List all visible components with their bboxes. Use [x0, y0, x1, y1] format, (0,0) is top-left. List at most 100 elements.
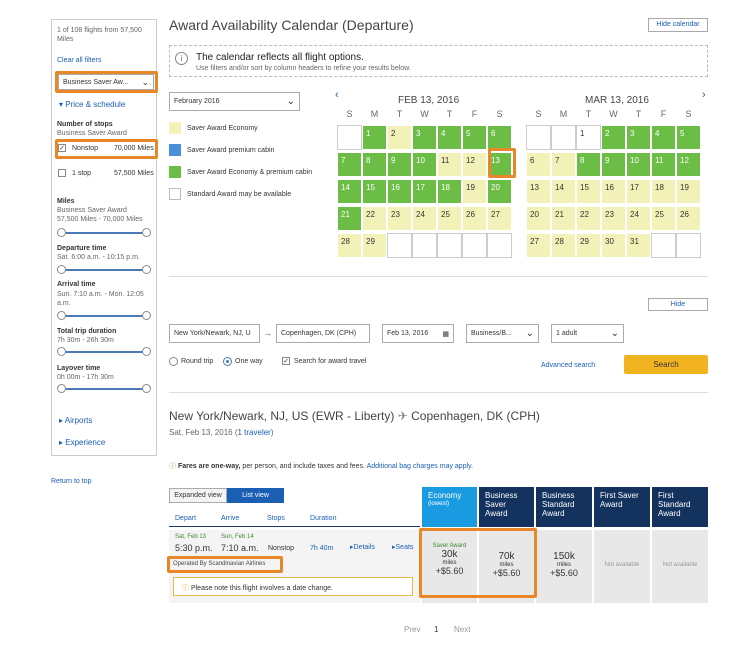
slider-knob[interactable] — [57, 347, 66, 356]
price-schedule-toggle[interactable]: ▾ Price & schedule — [59, 100, 125, 109]
calendar-day[interactable]: 20 — [526, 206, 551, 231]
calendar-day[interactable]: 23 — [387, 206, 412, 231]
calendar-day[interactable]: 9 — [387, 152, 412, 177]
experience-toggle[interactable]: ▸ Experience — [59, 438, 105, 447]
fare-col-business-saver[interactable]: Business Saver Award — [479, 487, 534, 527]
calendar-day[interactable]: 25 — [437, 206, 462, 231]
slider-knob[interactable] — [57, 384, 66, 393]
calendar-day[interactable]: 23 — [601, 206, 626, 231]
fare-business-saver-cell[interactable]: 70k miles +$5.60 — [479, 530, 534, 603]
calendar-day[interactable]: 11 — [437, 152, 462, 177]
calendar-day[interactable]: 2 — [387, 125, 412, 150]
current-page[interactable]: 1 — [434, 625, 439, 634]
calendar-day[interactable]: 30 — [601, 233, 626, 258]
calendar-day[interactable]: 13 — [487, 152, 512, 177]
to-input[interactable]: Copenhagen, DK (CPH) — [276, 324, 370, 343]
calendar-day[interactable]: 8 — [576, 152, 601, 177]
fare-business-standard-cell[interactable]: 150k miles +$5.60 — [536, 530, 592, 603]
slider-knob[interactable] — [57, 311, 66, 320]
calendar-day[interactable]: 14 — [551, 179, 576, 204]
chevron-right-icon[interactable]: › — [702, 89, 706, 101]
calendar-day[interactable]: 26 — [462, 206, 487, 231]
calendar-day[interactable]: 3 — [626, 125, 651, 150]
miles-slider[interactable] — [57, 228, 151, 237]
calendar-day[interactable]: 24 — [412, 206, 437, 231]
fare-col-first-standard[interactable]: First Standard Award — [652, 487, 708, 527]
slider-knob[interactable] — [142, 311, 151, 320]
fare-col-business-standard[interactable]: Business Standard Award — [536, 487, 592, 527]
calendar-day[interactable]: 14 — [337, 179, 362, 204]
calendar-day[interactable]: 28 — [337, 233, 362, 258]
departure-slider[interactable] — [57, 265, 151, 274]
date-input[interactable]: Feb 13, 2016 ▦ — [382, 324, 454, 343]
calendar-day[interactable]: 17 — [412, 179, 437, 204]
calendar-day[interactable]: 2 — [601, 125, 626, 150]
calendar-day[interactable]: 11 — [651, 152, 676, 177]
calendar-day[interactable]: 1 — [362, 125, 387, 150]
calendar-day[interactable]: 22 — [362, 206, 387, 231]
chevron-left-icon[interactable]: ‹ — [335, 89, 339, 101]
calendar-day[interactable]: 15 — [576, 179, 601, 204]
col-depart[interactable]: Depart — [175, 515, 197, 522]
calendar-day[interactable]: 21 — [337, 206, 362, 231]
calendar-day[interactable]: 5 — [462, 125, 487, 150]
airports-toggle[interactable]: ▸ Airports — [59, 416, 92, 425]
round-trip-radio[interactable] — [169, 357, 178, 366]
bag-charges-link[interactable]: Additional bag charges may apply. — [366, 463, 474, 470]
swap-arrow-icon[interactable]: → — [263, 328, 272, 338]
calendar-day[interactable]: 4 — [437, 125, 462, 150]
fare-economy-cell[interactable]: Saver Award 30k miles +$5.60 — [422, 530, 477, 603]
prev-page[interactable]: Prev — [404, 625, 421, 634]
expanded-view-tab[interactable]: Expanded view — [169, 488, 227, 503]
calendar-day[interactable]: 6 — [526, 152, 551, 177]
slider-knob[interactable] — [142, 347, 151, 356]
from-input[interactable]: New York/Newark, NJ, U — [169, 324, 260, 343]
slider-knob[interactable] — [57, 265, 66, 274]
calendar-day[interactable]: 4 — [651, 125, 676, 150]
slider-knob[interactable] — [142, 265, 151, 274]
travelers-dropdown[interactable]: 1 adult ⌄ — [551, 324, 624, 343]
calendar-day[interactable]: 16 — [601, 179, 626, 204]
calendar-day[interactable]: 29 — [576, 233, 601, 258]
cabin-select[interactable]: Business Saver Aw... ⌄ — [58, 74, 154, 90]
return-to-top-link[interactable]: Return to top — [51, 478, 92, 485]
calendar-day[interactable]: 27 — [526, 233, 551, 258]
calendar-day[interactable]: 28 — [551, 233, 576, 258]
calendar-day[interactable]: 3 — [412, 125, 437, 150]
arrival-slider[interactable] — [57, 311, 151, 320]
calendar-day[interactable]: 10 — [412, 152, 437, 177]
calendar-day[interactable]: 18 — [437, 179, 462, 204]
calendar-day[interactable]: 1 — [576, 125, 601, 150]
calendar-day[interactable]: 15 — [362, 179, 387, 204]
calendar-day[interactable]: 21 — [551, 206, 576, 231]
nonstop-checkbox[interactable]: ✓ — [58, 144, 66, 152]
total-duration-slider[interactable] — [57, 347, 151, 356]
calendar-day[interactable]: 26 — [676, 206, 701, 231]
list-view-tab[interactable]: List view — [227, 488, 284, 503]
calendar-day[interactable]: 24 — [626, 206, 651, 231]
calendar-day[interactable]: 16 — [387, 179, 412, 204]
col-duration[interactable]: Duration — [310, 515, 337, 522]
col-stops[interactable]: Stops — [267, 515, 285, 522]
calendar-day[interactable]: 31 — [626, 233, 651, 258]
slider-knob[interactable] — [57, 228, 66, 237]
calendar-day[interactable]: 18 — [651, 179, 676, 204]
calendar-day[interactable]: 7 — [337, 152, 362, 177]
calendar-day[interactable]: 19 — [462, 179, 487, 204]
calendar-day[interactable]: 10 — [626, 152, 651, 177]
calendar-day[interactable]: 20 — [487, 179, 512, 204]
seats-link[interactable]: ▸Seats — [392, 543, 413, 551]
calendar-day[interactable]: 7 — [551, 152, 576, 177]
layover-slider[interactable] — [57, 384, 151, 393]
fare-col-economy[interactable]: Economy (lowest) — [422, 487, 477, 527]
calendar-day[interactable]: 29 — [362, 233, 387, 258]
search-button[interactable]: Search — [624, 355, 708, 374]
cabin-dropdown[interactable]: Business/B... ⌄ — [466, 324, 539, 343]
one-way-radio[interactable] — [223, 357, 232, 366]
clear-filters-link[interactable]: Clear all filters — [57, 57, 102, 64]
travelers-link[interactable]: 1 traveler — [237, 428, 271, 437]
calendar-day[interactable]: 6 — [487, 125, 512, 150]
details-link[interactable]: ▸Details — [350, 543, 375, 551]
calendar-day[interactable]: 25 — [651, 206, 676, 231]
calendar-day[interactable]: 27 — [487, 206, 512, 231]
